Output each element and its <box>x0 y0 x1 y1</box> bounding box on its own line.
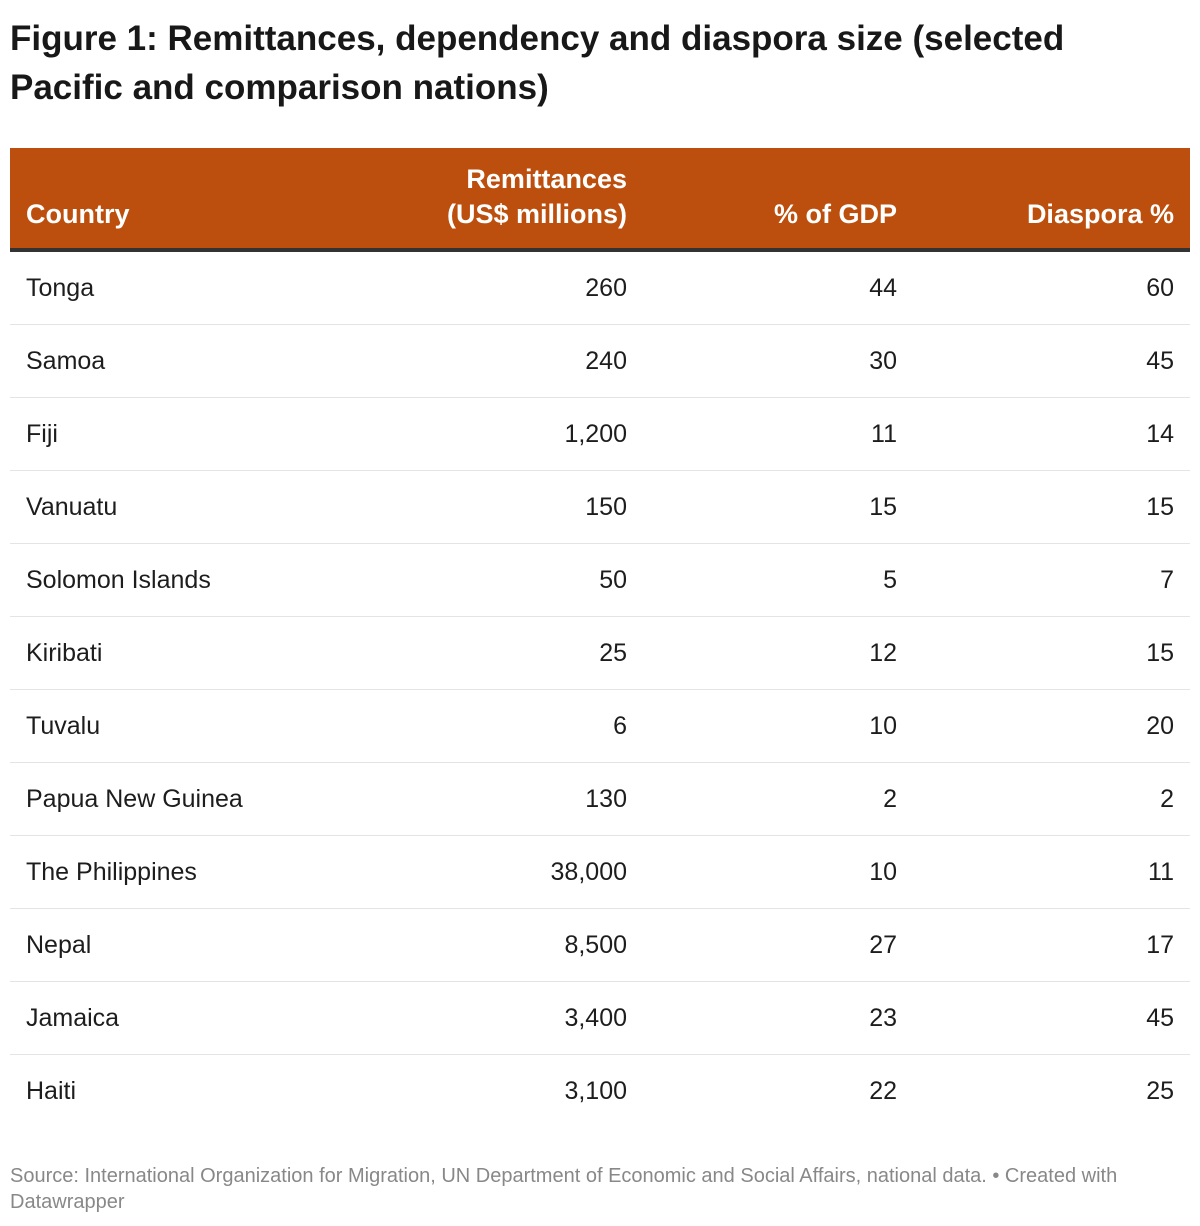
diaspora-percent-cell: 11 <box>913 835 1190 909</box>
table-row: Solomon Islands 50 5 7 <box>10 543 1190 617</box>
diaspora-percent-cell: 7 <box>913 543 1190 617</box>
table-row: The Philippines 38,000 10 11 <box>10 835 1190 909</box>
diaspora-percent-cell: 14 <box>913 397 1190 471</box>
gdp-percent-cell: 27 <box>643 908 913 982</box>
column-header-gdp-percent[interactable]: % of GDP <box>643 148 913 252</box>
country-cell: Fiji <box>10 397 390 471</box>
country-cell: Nepal <box>10 908 390 982</box>
gdp-percent-cell: 11 <box>643 397 913 471</box>
source-footer: Source: International Organization for M… <box>10 1165 1118 1213</box>
country-cell: Tonga <box>10 250 390 325</box>
figure-title: Figure 1: Remittances, dependency and di… <box>10 19 1065 107</box>
diaspora-percent-cell: 15 <box>913 616 1190 690</box>
table-row: Fiji 1,200 11 14 <box>10 397 1190 471</box>
table-row: Jamaica 3,400 23 45 <box>10 981 1190 1055</box>
gdp-percent-cell: 30 <box>643 324 913 398</box>
column-header-diaspora-percent[interactable]: Diaspora % <box>913 148 1190 252</box>
diaspora-percent-cell: 45 <box>913 324 1190 398</box>
country-cell: Kiribati <box>10 616 390 690</box>
remittances-cell: 8,500 <box>390 908 643 982</box>
table-row: Papua New Guinea 130 2 2 <box>10 762 1190 836</box>
remittances-cell: 25 <box>390 616 643 690</box>
country-cell: Jamaica <box>10 981 390 1055</box>
gdp-percent-cell: 23 <box>643 981 913 1055</box>
remittances-cell: 50 <box>390 543 643 617</box>
table-row: Tonga 260 44 60 <box>10 250 1190 325</box>
gdp-percent-cell: 12 <box>643 616 913 690</box>
table-row: Samoa 240 30 45 <box>10 324 1190 398</box>
table-row: Haiti 3,100 22 25 <box>10 1055 1190 1128</box>
diaspora-percent-cell: 45 <box>913 981 1190 1055</box>
diaspora-percent-cell: 2 <box>913 762 1190 836</box>
remittances-cell: 150 <box>390 470 643 544</box>
remittances-cell: 260 <box>390 250 643 325</box>
remittances-cell: 1,200 <box>390 397 643 471</box>
diaspora-percent-cell: 60 <box>913 250 1190 325</box>
data-table: Country Remittances (US$ millions) % of … <box>10 148 1190 1127</box>
remittances-cell: 130 <box>390 762 643 836</box>
country-cell: Tuvalu <box>10 689 390 763</box>
gdp-percent-cell: 44 <box>643 250 913 325</box>
diaspora-percent-cell: 25 <box>1146 1076 1174 1105</box>
gdp-percent-cell: 15 <box>643 470 913 544</box>
remittances-cell: 6 <box>390 689 643 763</box>
header-row: Country Remittances (US$ millions) % of … <box>10 148 1190 252</box>
gdp-percent-cell: 10 <box>643 689 913 763</box>
table-row: Nepal 8,500 27 17 <box>10 908 1190 982</box>
table-row: Vanuatu 150 15 15 <box>10 470 1190 544</box>
country-cell: Samoa <box>10 324 390 398</box>
country-cell: Haiti <box>26 1076 77 1105</box>
remittances-cell: 240 <box>390 324 643 398</box>
gdp-percent-cell: 5 <box>643 543 913 617</box>
column-header-country[interactable]: Country <box>10 148 390 252</box>
diaspora-percent-cell: 20 <box>913 689 1190 763</box>
diaspora-percent-cell: 17 <box>913 908 1190 982</box>
remittances-cell: 3,400 <box>390 981 643 1055</box>
country-cell: The Philippines <box>10 835 390 909</box>
diaspora-percent-cell: 15 <box>913 470 1190 544</box>
gdp-percent-cell: 22 <box>869 1076 897 1105</box>
gdp-percent-cell: 2 <box>643 762 913 836</box>
country-cell: Solomon Islands <box>10 543 390 617</box>
column-header-remittances[interactable]: Remittances (US$ millions) <box>390 148 643 252</box>
table-row: Tuvalu 6 10 20 <box>10 689 1190 763</box>
country-cell: Vanuatu <box>10 470 390 544</box>
gdp-percent-cell: 10 <box>643 835 913 909</box>
table-row: Kiribati 25 12 15 <box>10 616 1190 690</box>
remittances-cell: 3,100 <box>564 1076 627 1105</box>
remittances-cell: 38,000 <box>390 835 643 909</box>
country-cell: Papua New Guinea <box>10 762 390 836</box>
